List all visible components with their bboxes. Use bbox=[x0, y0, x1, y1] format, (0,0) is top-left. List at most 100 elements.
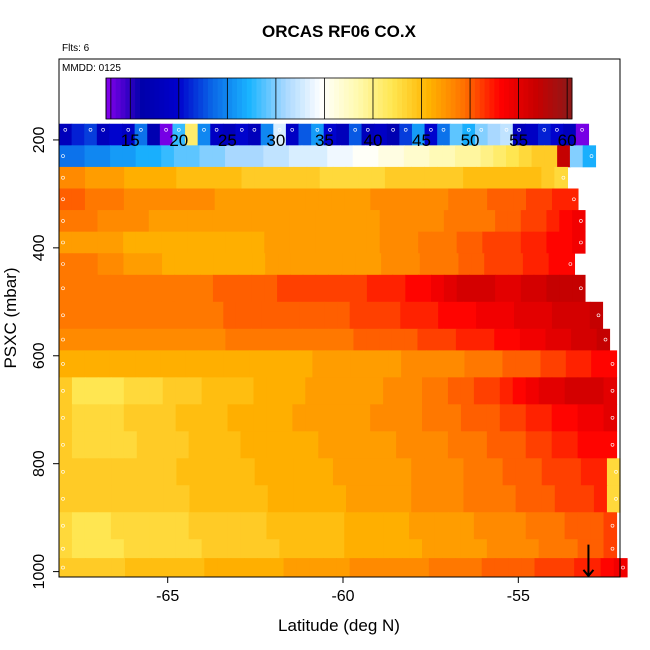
heat-cell bbox=[175, 431, 190, 459]
heat-cell bbox=[443, 328, 457, 351]
heat-cell bbox=[355, 253, 369, 276]
heat-cell bbox=[150, 485, 164, 513]
heat-cell bbox=[240, 512, 255, 540]
heat-cell bbox=[374, 301, 389, 330]
heat-cell bbox=[528, 485, 543, 513]
heat-cell bbox=[319, 166, 334, 189]
sample-point bbox=[61, 469, 65, 474]
heat-cell bbox=[111, 558, 126, 578]
heat-cell bbox=[405, 231, 419, 254]
heat-cell bbox=[71, 328, 86, 351]
sample-point bbox=[621, 565, 625, 570]
heat-cell bbox=[59, 166, 73, 189]
heat-cell bbox=[318, 539, 332, 559]
heat-cell bbox=[438, 301, 452, 330]
heat-cell bbox=[515, 350, 529, 378]
heat-cell bbox=[267, 485, 282, 513]
heat-cell bbox=[499, 512, 514, 540]
colorbar-segment bbox=[358, 78, 364, 119]
heat-cell bbox=[349, 301, 363, 330]
heat-cell bbox=[97, 231, 111, 254]
heat-cell bbox=[412, 301, 427, 330]
heat-cell bbox=[71, 231, 86, 254]
heat-cell bbox=[59, 328, 73, 351]
heat-cell bbox=[603, 350, 618, 378]
heat-cell bbox=[123, 512, 138, 540]
colorbar-segment bbox=[135, 78, 141, 119]
heat-cell bbox=[161, 145, 175, 168]
heat-cell bbox=[502, 166, 516, 189]
heat-cell bbox=[136, 404, 151, 432]
heat-cell bbox=[110, 188, 125, 211]
heat-cell bbox=[172, 123, 186, 146]
heat-cell bbox=[264, 231, 278, 254]
heat-cell bbox=[148, 145, 162, 168]
heat-cell bbox=[352, 145, 367, 168]
heat-cell bbox=[589, 301, 604, 330]
heat-cell bbox=[613, 558, 628, 578]
heat-cell bbox=[253, 431, 268, 459]
heat-cell bbox=[422, 188, 436, 211]
colorbar-segment bbox=[508, 78, 515, 119]
heat-cell bbox=[354, 274, 368, 303]
heat-cell bbox=[59, 188, 73, 211]
heat-cell bbox=[365, 145, 379, 168]
heat-cell bbox=[279, 404, 293, 432]
heat-cell bbox=[250, 145, 264, 168]
heat-cell bbox=[111, 485, 125, 513]
heat-cell bbox=[240, 377, 255, 405]
colorbar-tick-label: 25 bbox=[218, 131, 237, 150]
heat-cell bbox=[266, 377, 280, 405]
heat-cell bbox=[488, 301, 502, 330]
heat-cell bbox=[580, 485, 595, 513]
heat-cell bbox=[331, 512, 345, 540]
heat-cell bbox=[359, 458, 373, 486]
heat-cell bbox=[362, 558, 377, 578]
colorbar-segment bbox=[237, 78, 243, 119]
heat-cell bbox=[59, 539, 73, 559]
heat-cell bbox=[541, 485, 556, 513]
heat-cell bbox=[110, 253, 125, 276]
colorbar-segment bbox=[547, 78, 554, 119]
heat-cell bbox=[279, 188, 294, 211]
heat-cell bbox=[210, 301, 224, 330]
heat-cell bbox=[480, 145, 494, 168]
sample-point bbox=[589, 154, 594, 158]
heat-cell bbox=[374, 123, 388, 146]
heat-cell bbox=[97, 253, 112, 276]
heat-cell bbox=[277, 231, 291, 254]
heat-cell bbox=[201, 539, 216, 559]
colorbar-segment bbox=[285, 78, 291, 119]
heat-cell bbox=[189, 166, 203, 189]
heat-cell bbox=[533, 274, 548, 303]
heat-cell bbox=[200, 253, 215, 276]
heat-cell bbox=[372, 485, 386, 513]
heat-cell bbox=[383, 404, 397, 432]
heat-cell bbox=[97, 404, 112, 432]
heat-cell bbox=[254, 485, 269, 513]
heat-cell bbox=[512, 431, 527, 459]
heat-cell bbox=[149, 253, 163, 276]
heat-cell bbox=[241, 166, 256, 189]
heat-cell bbox=[84, 145, 98, 168]
colorbar-segment bbox=[392, 78, 398, 119]
colorbar-tick-label: 35 bbox=[315, 131, 334, 150]
heat-cell bbox=[473, 431, 488, 459]
heat-cell bbox=[212, 210, 227, 233]
colorbar-segment bbox=[343, 78, 350, 119]
heat-cell bbox=[434, 512, 449, 540]
heat-cell bbox=[403, 145, 418, 168]
heat-cell bbox=[185, 350, 199, 378]
x-tick-label: -60 bbox=[331, 588, 354, 605]
heat-cell bbox=[215, 166, 230, 189]
heat-cell bbox=[495, 274, 509, 303]
heat-cell bbox=[329, 253, 344, 276]
heat-cell bbox=[383, 431, 397, 459]
heat-cell bbox=[467, 145, 482, 168]
colorbar-segment bbox=[280, 78, 287, 119]
heat-cell bbox=[474, 188, 488, 211]
heat-cell bbox=[512, 512, 527, 540]
heat-cell bbox=[357, 512, 371, 540]
heat-cell bbox=[188, 188, 203, 211]
heat-cell bbox=[560, 558, 575, 578]
